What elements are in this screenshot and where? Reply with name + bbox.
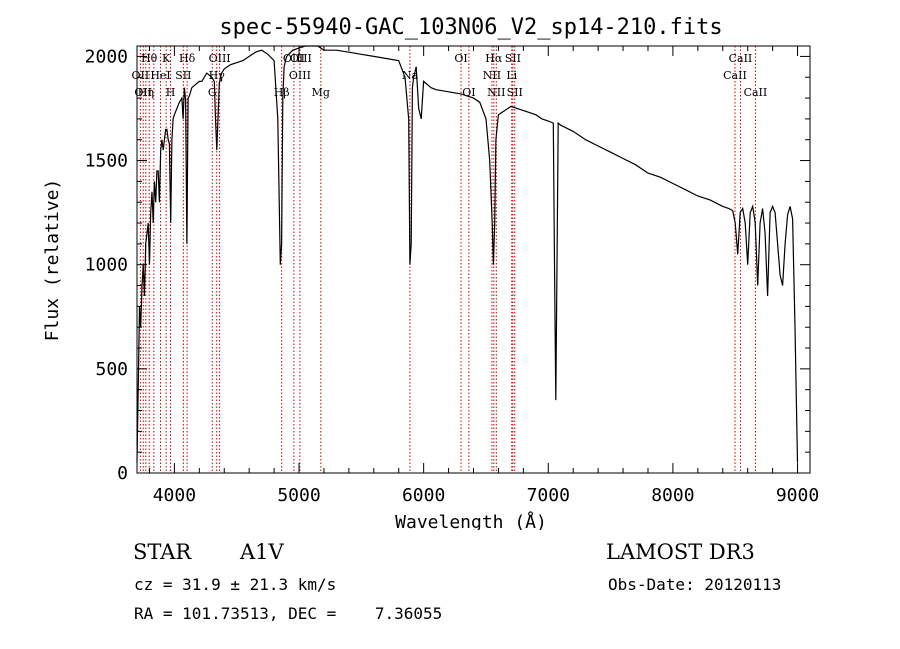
line-label: Hθ [141,52,158,65]
observation-date: Obs-Date: 20120113 [608,575,782,594]
x-tick-label: 7000 [527,485,570,506]
line-label: K [162,52,171,65]
y-tick-label: 0 [117,463,128,484]
redshift-readout: cz = 31.9 ± 21.3 km/s [134,575,337,594]
spectrum-chart: spec-55940-GAC_103N06_V2_sp14-210.fits O… [42,15,819,530]
x-axis-label: Wavelength (Å) [395,511,547,530]
line-label: CaII [723,69,747,82]
line-label: Mg [312,86,330,99]
x-tick-label: 9000 [776,485,819,506]
line-label: Hδ [179,52,196,65]
line-label: Hη [138,86,154,99]
line-label: OII [134,86,152,99]
survey-name: LAMOST DR3 [606,540,755,564]
y-tick-label: 2000 [85,46,128,67]
line-label: NII [483,69,501,82]
line-label: CaII [729,52,753,65]
line-label: CaII [744,86,768,99]
y-tick-label: 1500 [85,151,128,172]
line-label: SII [505,52,521,65]
y-tick-label: 1000 [85,255,128,276]
line-label: OIII [290,52,312,65]
line-label: OI [454,52,467,65]
spectrum-line [136,45,799,463]
plot-frame [136,45,811,474]
line-label: OIII [209,52,231,65]
x-tick-label: 8000 [651,485,694,506]
line-label: HeI [150,69,170,82]
line-label: NII [487,86,505,99]
coordinates-readout: RA = 101.73513, DEC = 7.36055 [134,604,443,623]
chart-title: spec-55940-GAC_103N06_V2_sp14-210.fits [219,15,722,40]
object-class: STAR [133,540,192,564]
line-label: SII [507,86,523,99]
line-label: Hβ [274,86,290,99]
line-label: H [166,86,176,99]
x-tick-label: 6000 [402,485,445,506]
line-label: G [208,86,217,99]
line-label: Hα [485,52,503,65]
line-label: SII [175,69,191,82]
y-axis-label: Flux (relative) [42,179,63,342]
x-tick-label: 5000 [277,485,320,506]
line-label: OII [132,69,150,82]
line-label: OIII [289,69,311,82]
object-subclass: A1V [240,540,284,564]
line-label: Li [506,69,517,82]
x-tick-label: 4000 [153,485,196,506]
y-tick-label: 500 [95,359,128,380]
